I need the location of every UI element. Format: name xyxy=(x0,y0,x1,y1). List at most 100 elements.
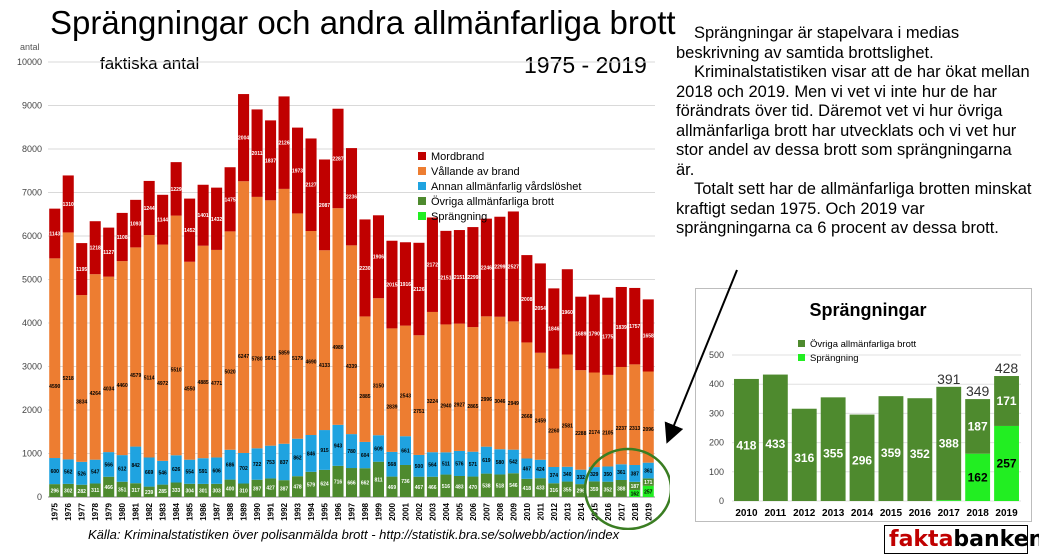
x-tick-label: 2018 xyxy=(967,508,990,519)
x-tick-label: 1995 xyxy=(321,502,330,520)
data-label: 4034 xyxy=(103,387,114,393)
data-label: 811 xyxy=(374,477,382,483)
total-label: 391 xyxy=(937,371,961,387)
bar-segment xyxy=(318,469,331,497)
x-tick-label: 2012 xyxy=(793,508,816,519)
bar-segment xyxy=(372,435,385,462)
data-label: 5780 xyxy=(252,356,263,362)
data-label: 1837 xyxy=(265,158,276,164)
bar-segment xyxy=(440,324,452,453)
y-tick-label: 3000 xyxy=(22,362,42,372)
bar-segment xyxy=(332,208,344,425)
data-label: 1846 xyxy=(548,327,559,333)
bar-segment xyxy=(399,325,411,437)
bar-segment xyxy=(224,479,236,497)
data-label: 303 xyxy=(212,488,221,494)
bar-segment xyxy=(238,483,250,497)
data-label: 162 xyxy=(968,470,988,484)
data-label: 666 xyxy=(347,481,356,487)
bar-segment xyxy=(76,484,88,497)
bar-segment xyxy=(521,478,533,497)
legend-swatch xyxy=(418,152,426,160)
bar-segment xyxy=(332,465,344,497)
data-label: 340 xyxy=(563,472,572,478)
bar-segment xyxy=(49,258,61,459)
data-label: 352 xyxy=(910,447,930,461)
bar-segment xyxy=(467,476,479,497)
bar-segment xyxy=(575,484,587,497)
data-label: 3150 xyxy=(373,383,384,389)
bar-segment xyxy=(170,455,182,483)
bar-segment xyxy=(103,452,115,477)
y-tick-label: 10000 xyxy=(17,57,42,67)
chart-subtitle: faktiska antal xyxy=(100,54,200,73)
data-label: 397 xyxy=(253,486,262,492)
data-label: 580 xyxy=(496,460,505,466)
data-label: 1790 xyxy=(589,332,600,338)
data-label: 467 xyxy=(523,467,532,473)
data-label: 1658 xyxy=(643,333,654,339)
data-label: 571 xyxy=(469,462,478,468)
y-tick-label: 200 xyxy=(709,438,724,448)
x-tick-label: 2018 xyxy=(631,502,640,520)
x-tick-label: 1978 xyxy=(91,502,100,520)
data-label: 387 xyxy=(280,487,289,493)
bar-segment xyxy=(561,466,573,482)
data-label: 5179 xyxy=(292,356,303,362)
data-label: 1432 xyxy=(211,217,222,223)
bar-segment xyxy=(480,446,492,474)
bar-segment xyxy=(521,255,533,343)
bar-segment xyxy=(629,287,641,365)
data-label: 1452 xyxy=(184,228,195,234)
bar-segment xyxy=(467,327,479,452)
y-tick-label: 500 xyxy=(709,350,724,360)
bar-segment xyxy=(116,481,128,497)
data-label: 1229 xyxy=(171,187,182,193)
legend-label: Mordbrand xyxy=(431,151,484,163)
x-tick-label: 1997 xyxy=(348,502,357,520)
data-label: 257 xyxy=(997,456,1017,470)
data-label: 2288 xyxy=(575,431,586,437)
bar-segment xyxy=(426,452,438,477)
x-tick-label: 2000 xyxy=(388,502,397,520)
bar-segment xyxy=(588,467,600,482)
data-label: 424 xyxy=(536,467,545,473)
data-label: 418 xyxy=(736,439,756,453)
bar-segment xyxy=(318,250,331,431)
bar-segment xyxy=(413,335,425,455)
data-label: 359 xyxy=(590,487,599,493)
data-label: 316 xyxy=(550,488,559,494)
bar-segment xyxy=(507,211,519,322)
bar-segment xyxy=(521,342,533,459)
bar-segment xyxy=(453,323,465,451)
x-tick-label: 1981 xyxy=(132,502,141,520)
data-label: 310 xyxy=(239,488,248,494)
bar-segment xyxy=(62,483,74,497)
x-tick-label: 1980 xyxy=(118,502,127,520)
period-label: 1975 - 2019 xyxy=(524,52,647,78)
data-label: 2287 xyxy=(332,156,343,162)
bar-segment xyxy=(480,218,492,317)
data-label: 526 xyxy=(78,471,87,477)
x-tick-label: 1982 xyxy=(145,502,154,520)
bar-segment xyxy=(103,276,115,453)
data-label: 285 xyxy=(158,489,167,495)
data-label: 554 xyxy=(185,470,194,476)
data-label: 239 xyxy=(145,490,154,496)
data-label: 2527 xyxy=(508,264,519,270)
data-label: 2949 xyxy=(508,401,519,407)
bar-segment xyxy=(197,184,209,246)
x-tick-label: 1996 xyxy=(334,502,343,520)
logo-part-2: banken xyxy=(953,527,1039,552)
sprangningar-chart: Sprängningar 0 100 200 300 400 500 418 2010 433 20… xyxy=(695,288,1032,522)
bar-segment xyxy=(116,212,128,262)
data-label: 564 xyxy=(428,462,437,468)
bar-segment xyxy=(372,215,385,299)
data-label: 361 xyxy=(617,470,626,476)
data-label: 2126 xyxy=(413,287,424,293)
data-label: 1757 xyxy=(629,324,640,330)
data-label: 4771 xyxy=(211,381,222,387)
data-label: 1093 xyxy=(130,222,141,228)
data-label: 483 xyxy=(455,484,464,490)
data-label: 716 xyxy=(334,479,343,485)
